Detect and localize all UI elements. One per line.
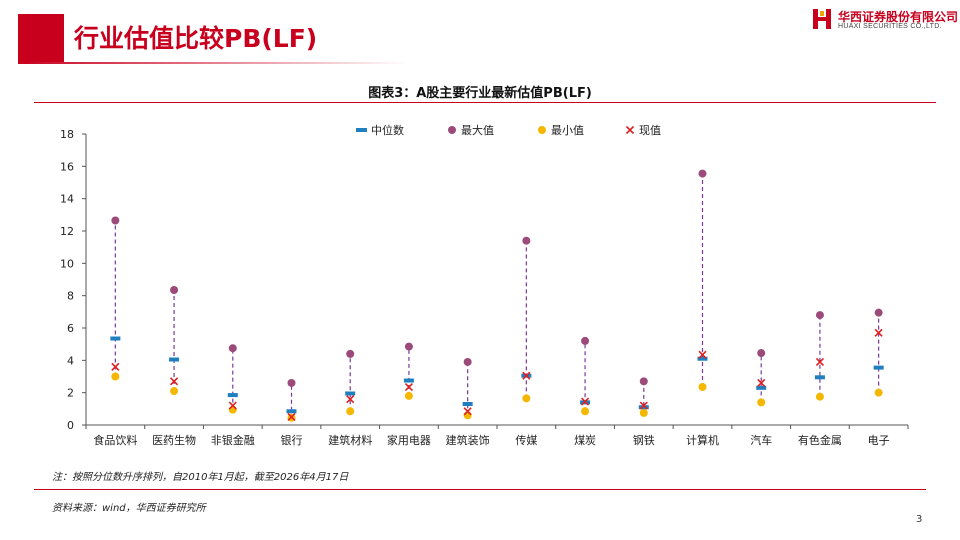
y-tick-label: 14	[60, 193, 74, 206]
min-point	[698, 383, 707, 392]
x-tick-label: 钢铁	[633, 434, 655, 447]
y-tick-label: 12	[60, 225, 74, 238]
max-point	[815, 311, 824, 320]
max-point	[522, 236, 531, 245]
x-tick-label: 电子	[868, 434, 890, 447]
median-marker	[403, 378, 414, 383]
max-point	[404, 342, 413, 351]
min-point	[463, 411, 472, 420]
median-marker	[169, 357, 180, 362]
max-point	[463, 357, 472, 366]
legend-min-symbol	[538, 126, 546, 134]
median-marker	[638, 405, 649, 410]
legend-median-symbol	[356, 128, 367, 132]
x-tick-label: 银行	[281, 433, 303, 447]
x-tick-label: 医药生物	[152, 433, 196, 447]
max-point	[874, 308, 883, 317]
legend-label: 中位数	[371, 123, 404, 137]
title-underline	[18, 62, 408, 64]
median-marker	[227, 393, 238, 398]
median-marker	[286, 409, 297, 414]
current-marker	[815, 357, 824, 367]
current-marker	[287, 412, 296, 421]
current-marker	[698, 350, 707, 359]
page-title: 行业估值比较PB(LF)	[74, 24, 318, 53]
current-marker	[346, 395, 355, 404]
min-point	[522, 394, 531, 403]
y-tick-label: 10	[60, 257, 74, 270]
legend-label: 现值	[639, 124, 661, 137]
min-point	[757, 398, 766, 407]
data-source: 资料来源：wind，华西证券研究所	[52, 503, 206, 514]
legend-max-symbol	[448, 126, 456, 134]
y-tick-label: 0	[67, 419, 74, 432]
median-marker	[873, 365, 884, 370]
company-name-cn: 华西证券股份有限公司	[838, 10, 959, 24]
x-tick-label: 建筑装饰	[446, 433, 490, 447]
company-name-en: HUAXI SECURITIES CO.,LTD.	[838, 23, 942, 30]
y-tick-label: 6	[67, 322, 74, 335]
max-point	[346, 349, 355, 358]
max-point	[581, 336, 590, 345]
current-marker	[170, 377, 179, 386]
min-point	[111, 372, 120, 381]
legend-label: 最小值	[551, 124, 584, 137]
median-marker	[697, 356, 708, 361]
x-tick-label: 建筑材料	[328, 433, 372, 447]
current-marker	[228, 401, 237, 410]
min-point	[228, 405, 237, 414]
company-logo-icon	[813, 9, 831, 29]
footnote-rule	[34, 489, 926, 490]
chart-footnote: 注：按照分位数升序排列，自2010年1月起，截至2026年4月17日	[52, 472, 349, 483]
min-point	[581, 407, 590, 416]
current-marker	[581, 397, 590, 406]
x-tick-label: 传媒	[515, 434, 537, 447]
min-point	[874, 388, 883, 397]
max-point	[757, 349, 766, 358]
median-marker	[345, 391, 356, 396]
median-marker	[110, 336, 121, 341]
y-tick-label: 2	[67, 387, 74, 400]
y-tick-label: 18	[60, 128, 74, 141]
current-marker	[111, 362, 120, 371]
current-marker	[874, 328, 883, 337]
current-marker	[404, 382, 413, 392]
y-tick-label: 4	[67, 354, 74, 367]
page-number: 3	[916, 514, 923, 525]
y-tick-label: 8	[67, 290, 74, 303]
x-tick-label: 汽车	[750, 433, 772, 447]
legend-label: 最大值	[461, 123, 494, 137]
min-point	[170, 387, 179, 396]
figure-title-rule	[34, 102, 936, 103]
min-point	[815, 392, 824, 401]
x-tick-label: 家用电器	[387, 433, 431, 447]
title-accent-bar	[18, 14, 64, 62]
max-point	[170, 286, 179, 295]
min-point	[404, 391, 413, 400]
min-point	[346, 407, 355, 416]
figure-title: 图表3：A股主要行业最新估值PB(LF)	[368, 86, 592, 101]
x-tick-label: 计算机	[686, 433, 719, 447]
current-marker	[639, 401, 648, 410]
max-point	[228, 344, 237, 353]
max-point	[287, 378, 296, 387]
current-marker	[463, 407, 472, 416]
median-marker	[814, 375, 825, 380]
x-tick-label: 有色金属	[798, 433, 842, 447]
x-tick-label: 非银金融	[211, 433, 255, 447]
pb-valuation-chart: 0 2 4 6 8 10 12 14 16 18 食品饮料 医药生物 非银金融 银行 建筑材料 家用电器 建筑装…	[60, 123, 909, 447]
current-marker	[757, 378, 766, 388]
legend-current-symbol	[625, 125, 635, 135]
max-point	[111, 216, 120, 225]
x-tick-label: 食品饮料	[93, 433, 137, 447]
min-point	[639, 408, 648, 417]
median-marker	[756, 385, 767, 390]
x-tick-label: 煤炭	[574, 434, 596, 447]
median-marker	[462, 401, 473, 406]
max-point	[698, 169, 707, 178]
current-marker	[522, 371, 531, 380]
y-tick-label: 16	[60, 160, 74, 173]
max-point	[639, 377, 648, 386]
